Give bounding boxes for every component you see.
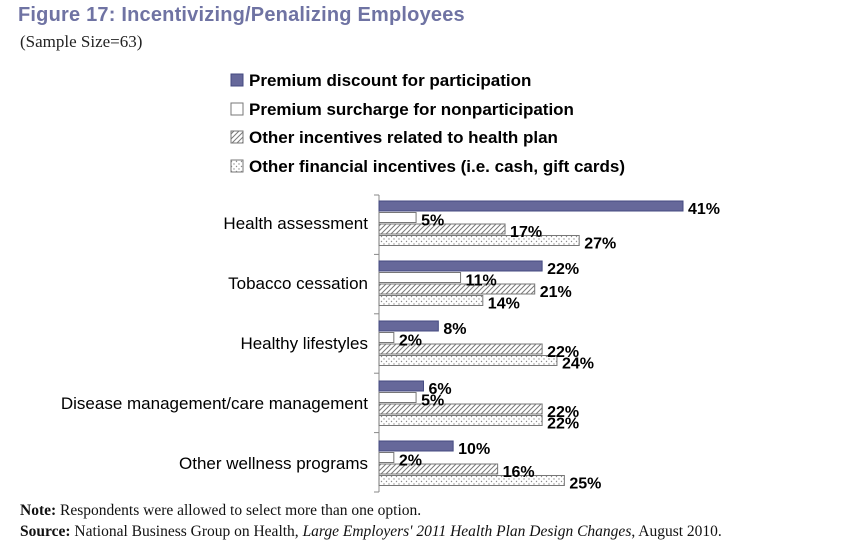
category-axis bbox=[374, 194, 380, 493]
source-label: Source: bbox=[20, 523, 71, 540]
bar bbox=[378, 295, 484, 306]
data-label: 22% bbox=[547, 404, 579, 421]
chart-subtitle: (Sample Size=63) bbox=[20, 32, 143, 51]
data-label: 17% bbox=[510, 224, 542, 241]
category-label: Healthy lifestyles bbox=[240, 334, 368, 353]
data-label: 41% bbox=[688, 201, 720, 218]
bar bbox=[378, 355, 558, 366]
note-text: Respondents were allowed to select more … bbox=[56, 502, 422, 519]
source-line: Source: National Business Group on Healt… bbox=[20, 521, 722, 542]
source-title: Large Employers' 2011 Health Plan Design… bbox=[302, 523, 632, 540]
bar bbox=[378, 380, 424, 392]
bar bbox=[378, 320, 439, 332]
chart-legend: Premium discount for participation Premiu… bbox=[230, 71, 625, 176]
bar-chart: Premium discount for participation Premiu… bbox=[61, 71, 720, 493]
category-label: Disease management/care management bbox=[61, 394, 368, 413]
data-label: 6% bbox=[428, 381, 451, 398]
note-label: Note: bbox=[20, 502, 57, 519]
data-label: 24% bbox=[562, 356, 594, 373]
bar bbox=[378, 440, 454, 452]
note-line: Note: Respondents were allowed to select… bbox=[20, 500, 722, 521]
chart-title: Figure 17: Incentivizing/Penalizing Empl… bbox=[18, 4, 465, 26]
data-label: 8% bbox=[443, 321, 466, 338]
bar bbox=[378, 415, 543, 426]
data-label: 11% bbox=[466, 273, 497, 290]
data-label: 25% bbox=[569, 476, 601, 493]
data-label: 5% bbox=[421, 213, 444, 230]
legend-swatch-4 bbox=[230, 159, 244, 173]
data-label: 5% bbox=[421, 393, 444, 410]
legend-label-3: Other incentives related to health plan bbox=[249, 128, 558, 147]
data-label: 27% bbox=[584, 236, 616, 253]
legend-label-1: Premium discount for participation bbox=[249, 71, 531, 90]
bar bbox=[378, 260, 543, 272]
bar bbox=[378, 283, 536, 295]
category-label: Health assessment bbox=[223, 214, 368, 233]
bar bbox=[378, 200, 684, 212]
data-label: 22% bbox=[547, 416, 579, 433]
legend-label-4: Other financial incentives (i.e. cash, g… bbox=[249, 157, 625, 176]
bar bbox=[378, 392, 417, 403]
data-label: 16% bbox=[503, 464, 535, 481]
category-label: Tobacco cessation bbox=[228, 274, 368, 293]
bar bbox=[378, 343, 543, 355]
data-label: 21% bbox=[540, 284, 572, 301]
data-label: 2% bbox=[399, 453, 422, 470]
source-text-2: , August 2010. bbox=[631, 523, 722, 540]
bar bbox=[378, 235, 580, 246]
bar bbox=[378, 223, 506, 235]
bar bbox=[378, 463, 499, 475]
category-labels: Health assessment Tobacco cessation Health… bbox=[61, 214, 368, 473]
bar bbox=[378, 212, 417, 223]
data-label: 14% bbox=[488, 296, 520, 313]
data-label: 22% bbox=[547, 344, 579, 361]
legend-swatch-2 bbox=[230, 102, 244, 116]
bars-group bbox=[378, 200, 684, 486]
category-label: Other wellness programs bbox=[179, 454, 368, 473]
bar bbox=[378, 452, 395, 463]
data-label: 10% bbox=[458, 441, 490, 458]
bar bbox=[378, 272, 462, 283]
legend-swatch-3 bbox=[230, 130, 244, 144]
bar bbox=[378, 475, 565, 486]
legend-swatch-1 bbox=[230, 73, 244, 87]
source-text-1: National Business Group on Health, bbox=[70, 523, 303, 540]
data-label: 22% bbox=[547, 261, 579, 278]
value-labels: 41%5%17%27%22%11%21%14%8%2%22%24%6%5%22%… bbox=[399, 201, 720, 493]
chart-notes: Note: Respondents were allowed to select… bbox=[20, 500, 722, 542]
legend-label-2: Premium surcharge for nonparticipation bbox=[249, 100, 574, 119]
bar bbox=[378, 403, 543, 415]
bar bbox=[378, 332, 395, 343]
data-label: 2% bbox=[399, 333, 422, 350]
